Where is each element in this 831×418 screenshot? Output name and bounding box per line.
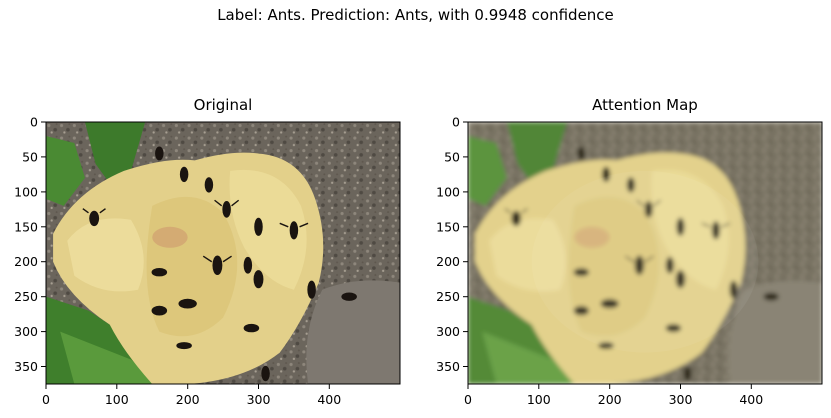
original-ytick-label: 300 <box>14 324 38 339</box>
original-ytick-label: 250 <box>14 289 38 304</box>
original-yticks: 0 50 100 150 200 250 300 350 <box>14 115 46 374</box>
panel-attention-title: Attention Map <box>592 96 698 114</box>
attention-ytick-label: 200 <box>436 254 460 269</box>
figure-suptitle: Label: Ants. Prediction: Ants, with 0.99… <box>217 6 614 24</box>
original-xticks: 0 100 200 300 400 <box>42 384 341 407</box>
attention-xtick-label: 100 <box>527 392 551 407</box>
attention-ytick-label: 300 <box>436 324 460 339</box>
attention-xtick-label: 0 <box>464 392 472 407</box>
panel-attention: 0 100 200 300 400 0 50 100 150 200 250 3… <box>436 115 823 407</box>
attention-ytick-label: 50 <box>444 149 460 164</box>
attention-axes-frame <box>467 121 823 385</box>
original-ytick-label: 350 <box>14 359 38 374</box>
original-ytick-label: 0 <box>30 115 38 130</box>
original-ytick-label: 100 <box>14 184 38 199</box>
attention-xticks: 0 100 200 300 400 <box>464 384 763 407</box>
original-xtick-label: 300 <box>247 392 271 407</box>
attention-yticks: 0 50 100 150 200 250 300 350 <box>436 115 468 374</box>
attention-xtick-label: 200 <box>598 392 622 407</box>
original-xtick-label: 400 <box>317 392 341 407</box>
attention-ytick-label: 150 <box>436 219 460 234</box>
attention-xtick-label: 300 <box>669 392 693 407</box>
original-ytick-label: 150 <box>14 219 38 234</box>
panel-original: 0 100 200 300 400 0 50 100 150 200 250 3… <box>14 115 401 407</box>
original-xtick-label: 0 <box>42 392 50 407</box>
attention-xtick-label: 400 <box>739 392 763 407</box>
attention-ytick-label: 350 <box>436 359 460 374</box>
original-axes-frame <box>45 121 401 385</box>
original-xtick-label: 200 <box>176 392 200 407</box>
original-ytick-label: 50 <box>22 149 38 164</box>
attention-ytick-label: 250 <box>436 289 460 304</box>
attention-ytick-label: 0 <box>452 115 460 130</box>
attention-ytick-label: 100 <box>436 184 460 199</box>
attention-image <box>468 122 823 385</box>
original-ytick-label: 200 <box>14 254 38 269</box>
panel-original-title: Original <box>193 96 253 114</box>
original-xtick-label: 100 <box>105 392 129 407</box>
original-image <box>46 122 401 385</box>
